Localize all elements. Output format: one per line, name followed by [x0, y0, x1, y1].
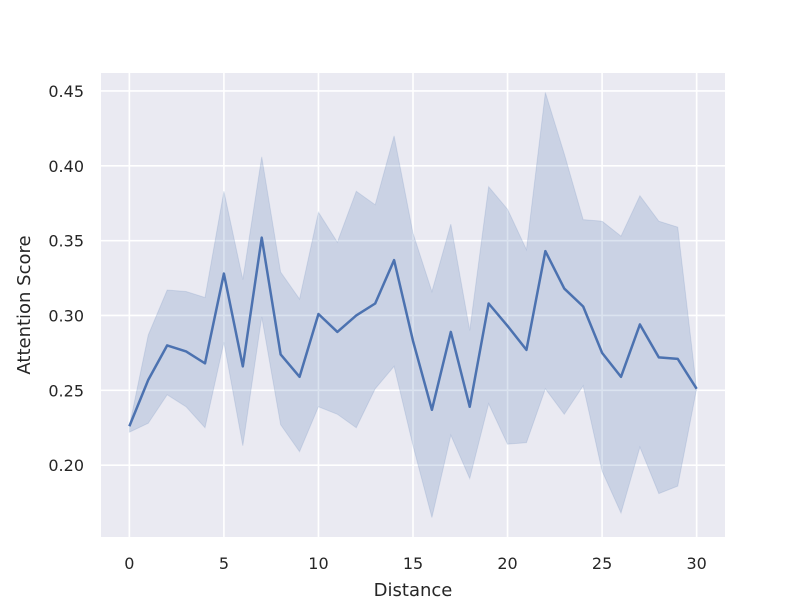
x-tick-label: 15 [403, 554, 423, 573]
x-tick-label: 0 [124, 554, 134, 573]
y-tick-label: 0.20 [48, 456, 84, 475]
confidence-band [128, 92, 698, 518]
y-tick-label: 0.35 [48, 232, 84, 251]
y-axis-ticks: 0.20 0.25 0.30 0.35 0.40 0.45 [48, 82, 84, 475]
y-tick-label: 0.25 [48, 381, 84, 400]
grid-lines [101, 73, 725, 537]
series-line [128, 236, 698, 427]
x-tick-label: 30 [686, 554, 706, 573]
x-axis-ticks: 0 5 10 15 20 25 30 [124, 554, 707, 573]
x-tick-label: 10 [308, 554, 328, 573]
x-tick-label: 20 [497, 554, 517, 573]
y-tick-label: 0.30 [48, 306, 84, 325]
y-tick-label: 0.45 [48, 82, 84, 101]
x-axis-label: Distance [374, 580, 453, 601]
y-axis-label: Attention Score [14, 235, 35, 374]
x-tick-label: 5 [219, 554, 229, 573]
y-tick-label: 0.40 [48, 157, 84, 176]
x-tick-label: 25 [592, 554, 612, 573]
